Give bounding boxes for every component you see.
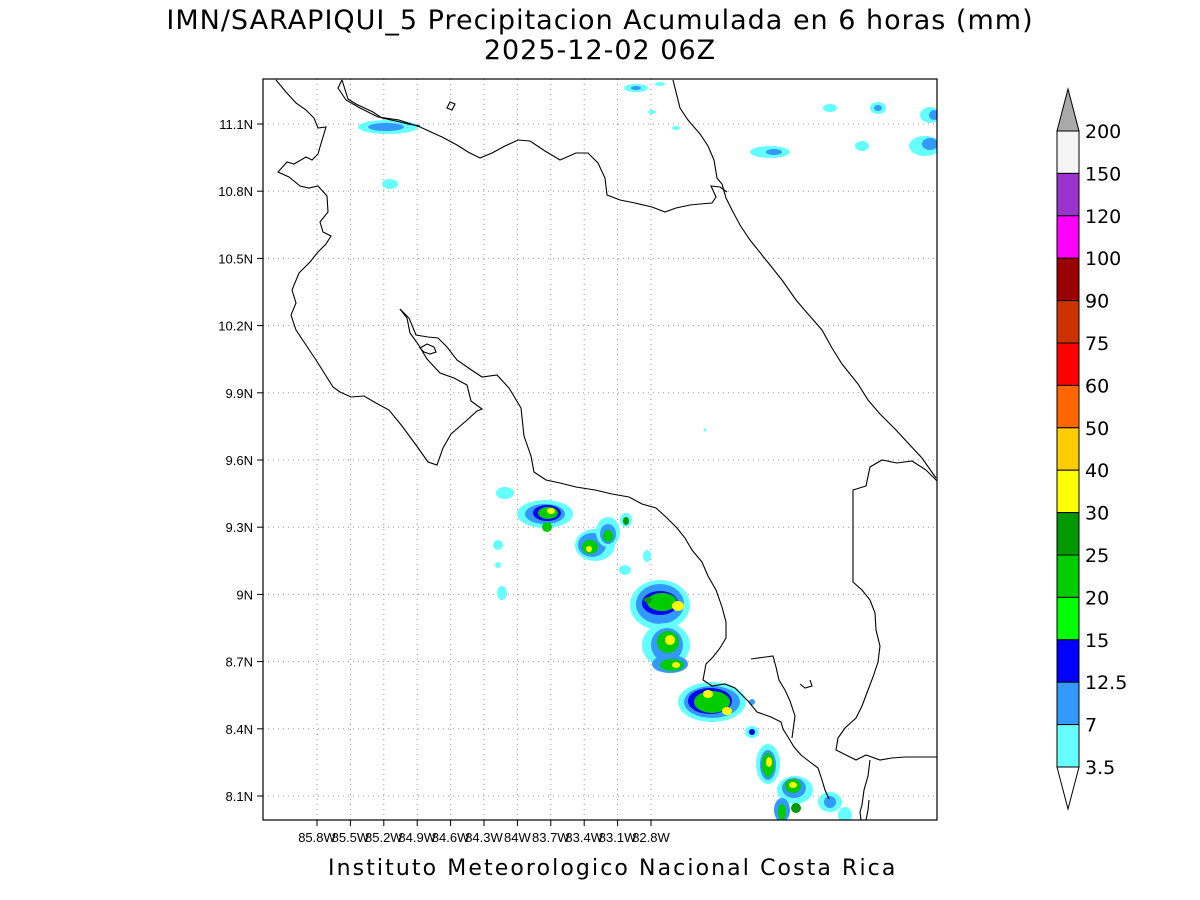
latitude-axis: 11.1N 10.8N 10.5N 10.2N 9.9N 9.6N 9.3N 9N 8.7N 8.… bbox=[218, 117, 263, 804]
colorbar-label: 90 bbox=[1085, 291, 1109, 313]
lon-tick-label: 85.2W bbox=[365, 830, 403, 845]
map-grid bbox=[263, 79, 937, 820]
colorbar-label: 150 bbox=[1085, 163, 1121, 185]
colorbar-segment bbox=[1056, 172, 1080, 217]
colorbar-label: 60 bbox=[1085, 375, 1109, 397]
colorbar-segment bbox=[1056, 215, 1080, 259]
colorbar-segment bbox=[1056, 596, 1080, 641]
lat-tick-label: 8.1N bbox=[226, 789, 253, 804]
lat-tick-label: 9.6N bbox=[226, 453, 253, 468]
coastline bbox=[275, 79, 937, 820]
map-timestamp: 2025-12-02 06Z bbox=[483, 35, 717, 66]
lon-tick-label: 84.9W bbox=[398, 830, 436, 845]
lon-tick-label: 84.6W bbox=[432, 830, 470, 845]
footer-credit: Instituto Meteorologico Nacional Costa R… bbox=[328, 856, 898, 881]
lat-tick-label: 9.3N bbox=[226, 520, 253, 535]
colorbar-label: 12.5 bbox=[1085, 672, 1127, 694]
colorbar: 3.5 7 12.5 15 20 25 30 40 50 60 75 90 100 120 150 200 bbox=[1056, 87, 1127, 811]
colorbar-segment bbox=[1056, 427, 1080, 471]
colorbar-segment bbox=[1056, 384, 1080, 429]
lon-tick-label: 83.4W bbox=[565, 830, 603, 845]
lon-tick-label: 83.1W bbox=[599, 830, 637, 845]
lat-tick-label: 9.9N bbox=[226, 386, 253, 401]
map-frame bbox=[262, 78, 938, 821]
colorbar-label: 200 bbox=[1085, 121, 1121, 143]
colorbar-label: 20 bbox=[1085, 587, 1109, 609]
colorbar-segment bbox=[1056, 130, 1080, 174]
colorbar-label: 7 bbox=[1085, 715, 1097, 737]
colorbar-segment bbox=[1056, 681, 1080, 726]
lat-tick-label: 10.5N bbox=[218, 251, 253, 266]
lat-tick-label: 10.2N bbox=[218, 319, 253, 334]
map-title: IMN/SARAPIQUI_5 Precipitacion Acumulada … bbox=[166, 5, 1034, 36]
colorbar-segment bbox=[1056, 300, 1080, 344]
lon-tick-label: 83.7W bbox=[532, 830, 570, 845]
colorbar-label: 50 bbox=[1085, 418, 1109, 440]
colorbar-label: 100 bbox=[1085, 248, 1121, 270]
colorbar-segment bbox=[1056, 724, 1080, 768]
colorbar-segment bbox=[1056, 257, 1080, 302]
lon-tick-label: 85.8W bbox=[298, 830, 336, 845]
lat-tick-label: 9N bbox=[236, 587, 253, 602]
lon-tick-label: 82.8W bbox=[632, 830, 670, 845]
colorbar-bottom-arrow bbox=[1056, 766, 1080, 811]
lon-tick-label: 85.5W bbox=[332, 830, 370, 845]
colorbar-segment bbox=[1056, 639, 1080, 683]
colorbar-label: 75 bbox=[1085, 333, 1109, 355]
lat-tick-label: 8.7N bbox=[226, 655, 253, 670]
precipitation-field bbox=[358, 82, 937, 820]
colorbar-label: 25 bbox=[1085, 545, 1109, 567]
colorbar-label: 40 bbox=[1085, 460, 1109, 482]
lon-tick-label: 84.3W bbox=[465, 830, 503, 845]
colorbar-label: 15 bbox=[1085, 630, 1109, 652]
colorbar-label: 120 bbox=[1085, 206, 1121, 228]
colorbar-top-arrow bbox=[1056, 87, 1080, 132]
colorbar-label: 3.5 bbox=[1085, 757, 1115, 779]
colorbar-segment bbox=[1056, 469, 1080, 514]
colorbar-label: 30 bbox=[1085, 503, 1109, 525]
colorbar-segment bbox=[1056, 512, 1080, 556]
lon-tick-label: 84W bbox=[504, 830, 531, 845]
colorbar-segment bbox=[1056, 342, 1080, 386]
lat-tick-label: 8.4N bbox=[226, 722, 253, 737]
lat-tick-label: 10.8N bbox=[218, 184, 253, 199]
colorbar-segment bbox=[1056, 554, 1080, 598]
lat-tick-label: 11.1N bbox=[219, 117, 253, 132]
